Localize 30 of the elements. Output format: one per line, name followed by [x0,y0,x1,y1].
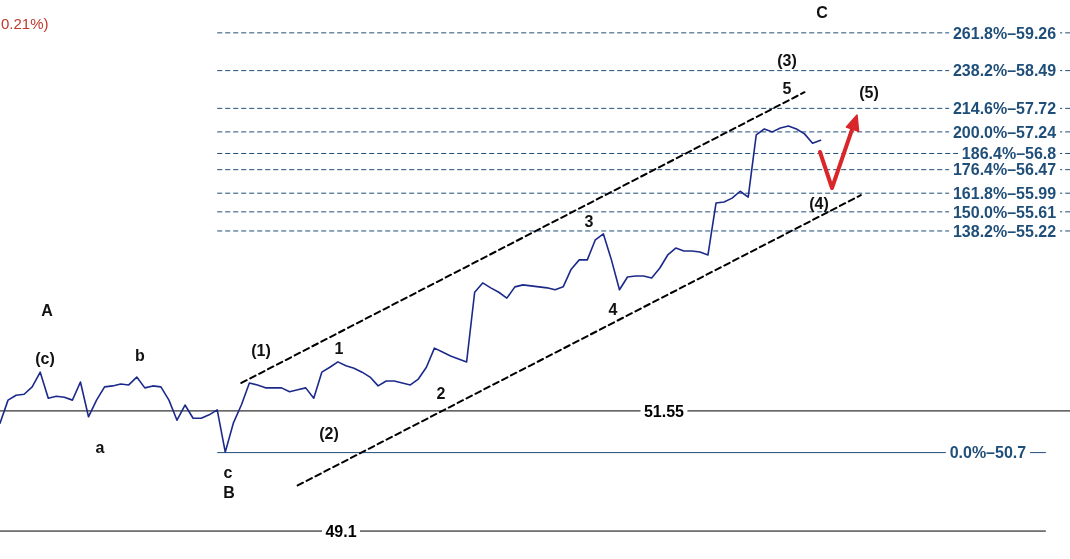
annotation: (c) [35,349,55,367]
annotation: 5 [782,79,792,97]
ref-line-label: 200.0%–57.24 [952,123,1057,141]
annotation: 3 [584,212,594,230]
annotation: 4 [608,300,618,318]
annotation: (2) [319,424,339,442]
ref-line-label: 49.1 [325,522,357,540]
ref-line-label: 138.2%–55.22 [952,222,1057,240]
annotation: C [816,3,829,21]
annotation: B [223,483,235,501]
ref-line-label: 176.4%–56.47 [952,161,1057,179]
annotation: (3) [777,51,797,69]
ref-line-label: 150.0%–55.61 [952,203,1057,221]
ref-line-label: 214.6%–57.72 [952,100,1057,118]
annotation: 0.21%) [1,15,49,33]
ref-line-label: 261.8%–59.26 [952,24,1057,42]
annotation: A [41,301,54,319]
ref-line-label: 186.4%–56.8 [961,145,1057,163]
annotation: (4) [809,194,829,212]
annotation: c [223,463,233,481]
annotation: 1 [334,339,344,357]
annotation: (5) [859,83,879,101]
annotation: 2 [436,384,446,402]
ref-line-label: 0.0%–50.7 [949,444,1027,462]
ref-line-label: 238.2%–58.49 [952,62,1057,80]
ref-line-label: 51.55 [643,402,685,420]
annotation: b [135,346,146,364]
annotation: (1) [251,341,271,359]
ref-line-label: 161.8%–55.99 [952,184,1057,202]
annotation: a [95,438,105,456]
